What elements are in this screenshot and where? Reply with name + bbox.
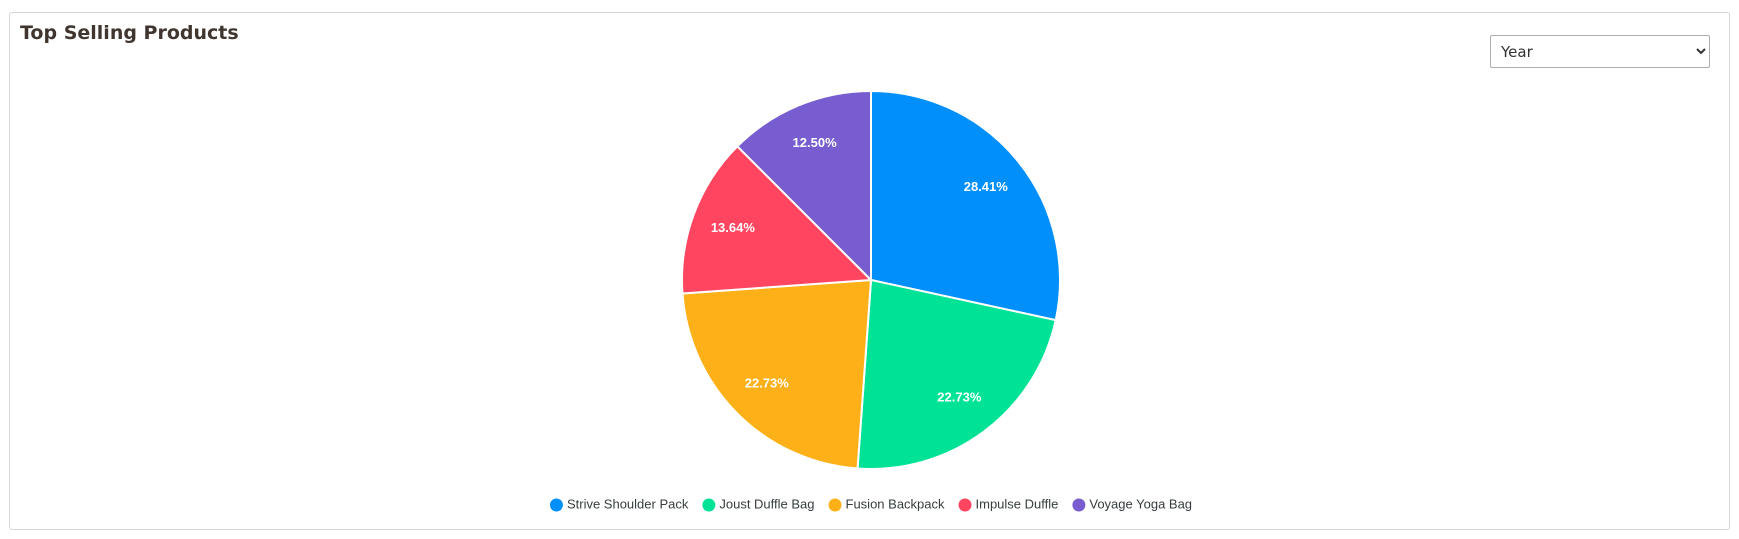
slice-label: 13.64% — [711, 220, 756, 235]
legend-marker — [702, 498, 716, 512]
pie-slice — [681, 144, 874, 295]
legend-marker — [1072, 498, 1086, 512]
legend-marker — [828, 498, 842, 512]
legend-label: Joust Duffle Bag — [719, 496, 814, 511]
card — [9, 12, 1730, 530]
legend-label: Fusion Backpack — [846, 496, 945, 511]
period-select[interactable]: Year — [1490, 35, 1710, 68]
card-title: Top Selling Products — [20, 22, 239, 44]
pie-slice — [735, 89, 872, 283]
slice-label: 12.50% — [793, 135, 838, 150]
legend-label: Strive Shoulder Pack — [567, 496, 689, 511]
pie-slice — [856, 278, 1057, 470]
legend-marker — [958, 498, 972, 512]
slice-label: 22.73% — [745, 376, 790, 391]
pie-slice — [870, 89, 1061, 322]
legend-label: Impulse Duffle — [976, 496, 1059, 511]
pie-slice — [681, 278, 873, 470]
legend-marker — [549, 498, 563, 512]
slice-label: 28.41% — [964, 179, 1009, 194]
legend-label: Voyage Yoga Bag — [1089, 496, 1192, 511]
slice-label: 22.73% — [937, 389, 982, 404]
